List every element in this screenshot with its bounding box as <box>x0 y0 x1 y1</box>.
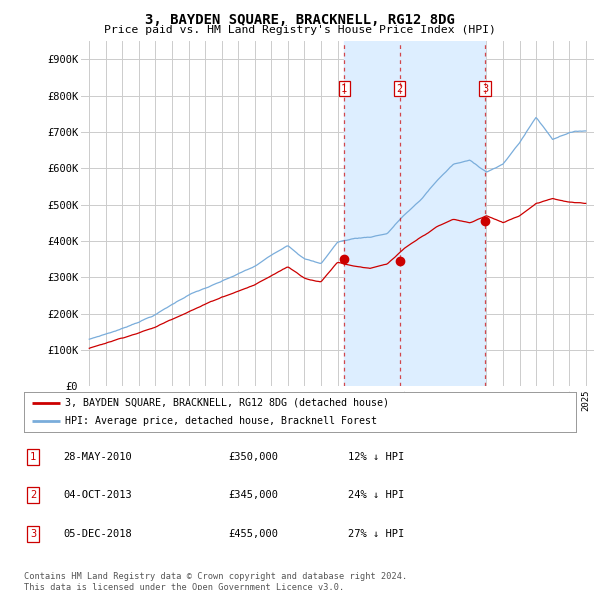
Text: 2: 2 <box>397 84 403 94</box>
Text: 05-DEC-2018: 05-DEC-2018 <box>63 529 132 539</box>
Text: 3: 3 <box>30 529 36 539</box>
Text: 27% ↓ HPI: 27% ↓ HPI <box>348 529 404 539</box>
Text: 04-OCT-2013: 04-OCT-2013 <box>63 490 132 500</box>
Text: Price paid vs. HM Land Registry's House Price Index (HPI): Price paid vs. HM Land Registry's House … <box>104 25 496 35</box>
Text: 12% ↓ HPI: 12% ↓ HPI <box>348 452 404 462</box>
Text: 1: 1 <box>341 84 347 94</box>
Text: £455,000: £455,000 <box>228 529 278 539</box>
Bar <box>344 41 485 386</box>
Text: £350,000: £350,000 <box>228 452 278 462</box>
Text: HPI: Average price, detached house, Bracknell Forest: HPI: Average price, detached house, Brac… <box>65 416 377 426</box>
Text: 24% ↓ HPI: 24% ↓ HPI <box>348 490 404 500</box>
Text: 2: 2 <box>30 490 36 500</box>
Text: 3, BAYDEN SQUARE, BRACKNELL, RG12 8DG (detached house): 3, BAYDEN SQUARE, BRACKNELL, RG12 8DG (d… <box>65 398 389 408</box>
Text: £345,000: £345,000 <box>228 490 278 500</box>
Text: 1: 1 <box>30 452 36 462</box>
Text: 28-MAY-2010: 28-MAY-2010 <box>63 452 132 462</box>
Text: 3: 3 <box>482 84 488 94</box>
Text: Contains HM Land Registry data © Crown copyright and database right 2024.
This d: Contains HM Land Registry data © Crown c… <box>24 572 407 590</box>
Text: 3, BAYDEN SQUARE, BRACKNELL, RG12 8DG: 3, BAYDEN SQUARE, BRACKNELL, RG12 8DG <box>145 13 455 27</box>
